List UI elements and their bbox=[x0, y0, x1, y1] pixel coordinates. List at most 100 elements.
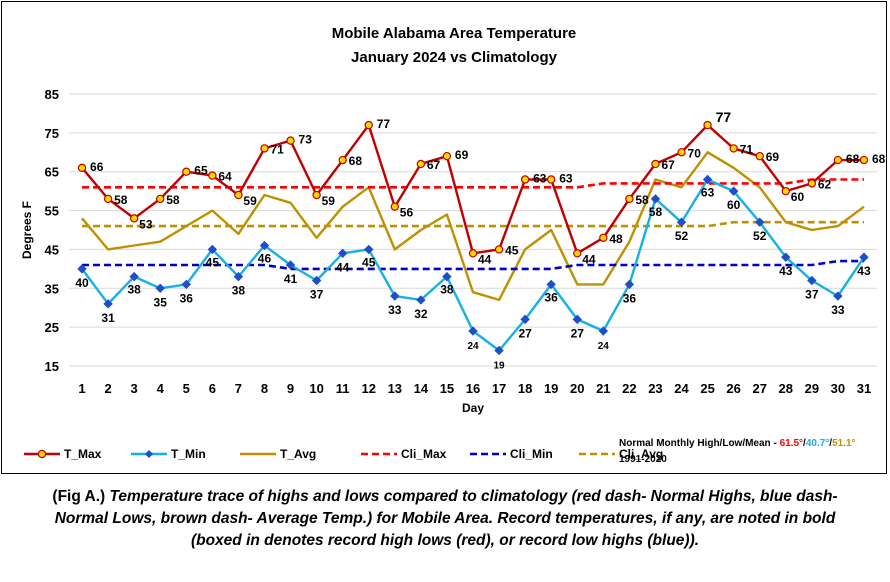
marker-tmax-day-27 bbox=[755, 151, 764, 161]
x-tick-labels: 1 2 3 4 5 6 7 8 9 10 11 12 13 14 15 16 17 18 19 20 21 22 23 24 2… bbox=[78, 381, 871, 396]
label-tmin-day-23: 58 bbox=[649, 205, 663, 219]
label-tmin-day-17: 19 bbox=[494, 360, 506, 371]
marker-tmin-day-18 bbox=[520, 314, 530, 325]
label-tmax-day-7: 59 bbox=[243, 194, 257, 208]
marker-tmax-day-15 bbox=[442, 151, 452, 161]
label-tmax-day-15: 69 bbox=[455, 148, 469, 162]
marker-tmax-day-4 bbox=[156, 194, 165, 204]
normals-note-sep2: / bbox=[829, 438, 832, 449]
marker-tmin-day-19 bbox=[546, 279, 556, 290]
label-tmin-day-28: 43 bbox=[779, 264, 793, 278]
label-tmax-day-16: 44 bbox=[478, 252, 492, 266]
label-tmin-day-27: 52 bbox=[753, 229, 767, 243]
label-tmax-day-2: 58 bbox=[114, 193, 128, 207]
label-tmax-day-30: 68 bbox=[846, 152, 860, 166]
marker-tmax-day-31 bbox=[859, 155, 869, 165]
label-tmax-day-6: 64 bbox=[218, 170, 232, 184]
label-tmin-day-21: 24 bbox=[598, 341, 610, 352]
marker-tmin-day-13 bbox=[390, 291, 400, 301]
x-tick-16: 16 bbox=[466, 381, 480, 396]
y-tick-45: 45 bbox=[45, 242, 59, 257]
label-tmax-day-1: 66 bbox=[90, 160, 104, 174]
marker-tmin-day-30 bbox=[833, 291, 843, 301]
marker-tmax-day-30 bbox=[833, 155, 843, 165]
normals-note-mean: 51.1° bbox=[832, 438, 855, 449]
marker-tmin-day-23 bbox=[650, 194, 661, 204]
label-tmin-day-2: 31 bbox=[101, 311, 115, 325]
normals-period: 1991-2020 bbox=[619, 454, 667, 465]
y-gridlines bbox=[69, 93, 877, 367]
legend: T_Max T_Min T_Avg Cli_Max Cli_Min Cli_Avg bbox=[24, 447, 663, 461]
label-tmax-day-27: 69 bbox=[766, 150, 780, 164]
label-tmin-day-14: 32 bbox=[414, 307, 428, 321]
legend-label-cli-max: Cli_Max bbox=[401, 447, 447, 461]
label-tmin-day-19: 36 bbox=[545, 290, 559, 304]
label-tmin-day-31: 43 bbox=[857, 264, 871, 278]
normals-note-high: 61.5° bbox=[780, 438, 803, 449]
label-tmax-day-22: 58 bbox=[635, 193, 649, 207]
figure-caption: (Fig A.) Temperature trace of highs and … bbox=[40, 486, 850, 552]
label-tmin-day-4: 35 bbox=[154, 295, 168, 309]
marker-tmax-day-19 bbox=[546, 175, 556, 184]
marker-tmin-day-15 bbox=[442, 271, 452, 282]
label-tmax-day-18: 63 bbox=[533, 171, 547, 185]
label-tmin-day-11: 44 bbox=[336, 260, 350, 274]
marker-tmin-day-31 bbox=[859, 252, 869, 262]
marker-tmin-day-27 bbox=[755, 217, 765, 227]
marker-tmin-day-28 bbox=[781, 252, 791, 262]
legend-label-t-max: T_Max bbox=[64, 447, 102, 461]
x-tick-25: 25 bbox=[700, 381, 714, 396]
marker-tmin-day-2 bbox=[103, 299, 113, 309]
marker-tmax-day-17 bbox=[494, 245, 504, 254]
label-tmin-day-20: 27 bbox=[571, 326, 585, 340]
label-tmax-day-11: 68 bbox=[349, 154, 363, 168]
marker-tmin-day-24 bbox=[676, 217, 687, 227]
x-tick-4: 4 bbox=[157, 381, 165, 396]
marker-tmin-day-17 bbox=[494, 345, 504, 356]
x-tick-31: 31 bbox=[857, 381, 871, 396]
label-tmax-day-9: 73 bbox=[299, 133, 313, 147]
marker-tmax-day-10 bbox=[312, 190, 321, 200]
label-tmax-day-3: 53 bbox=[139, 217, 153, 231]
marker-tmax-day-18 bbox=[520, 175, 530, 184]
normals-note: Normal Monthly High/Low/Mean - 61.5°/40.… bbox=[619, 438, 856, 449]
marker-tmax-day-1 bbox=[77, 163, 87, 173]
marker-tmin-day-14 bbox=[416, 295, 426, 305]
marker-tmax-day-28 bbox=[781, 186, 790, 196]
label-tmin-day-22: 36 bbox=[623, 291, 637, 305]
label-tmax-day-29: 62 bbox=[818, 177, 832, 191]
label-tmin-day-25: 63 bbox=[701, 185, 715, 199]
label-tmin-day-1: 40 bbox=[75, 276, 89, 290]
label-tmax-day-4: 58 bbox=[166, 193, 180, 207]
marker-tmin-day-6 bbox=[207, 244, 218, 255]
x-tick-13: 13 bbox=[388, 381, 402, 396]
x-tick-7: 7 bbox=[235, 381, 242, 396]
marker-tmin-day-22 bbox=[624, 279, 635, 290]
legend-label-t-avg: T_Avg bbox=[280, 447, 316, 461]
label-tmax-day-10: 59 bbox=[322, 194, 336, 208]
y-tick-85: 85 bbox=[45, 87, 59, 102]
label-tmax-day-28: 60 bbox=[791, 190, 805, 204]
label-tmin-day-10: 37 bbox=[310, 288, 324, 302]
marker-tmin-day-8 bbox=[259, 240, 270, 251]
label-tmin-day-15: 38 bbox=[440, 283, 454, 297]
marker-tmax-day-8 bbox=[260, 144, 269, 153]
label-tmax-day-25: 77 bbox=[716, 109, 732, 125]
marker-tmax-day-21 bbox=[599, 233, 608, 242]
label-tmin-day-7: 38 bbox=[232, 284, 246, 298]
label-tmin-day-9: 41 bbox=[284, 272, 298, 286]
chart-title-line1: Mobile Alabama Area Temperature bbox=[332, 25, 577, 42]
marker-tmin-day-25 bbox=[702, 174, 713, 185]
x-tick-20: 20 bbox=[570, 381, 584, 396]
y-tick-25: 25 bbox=[45, 320, 59, 335]
marker-tmin-day-12 bbox=[364, 244, 374, 255]
x-tick-14: 14 bbox=[414, 381, 429, 396]
x-tick-21: 21 bbox=[596, 381, 610, 396]
marker-tmax-day-13 bbox=[390, 202, 400, 211]
x-tick-26: 26 bbox=[726, 381, 740, 396]
label-tmax-day-14: 67 bbox=[427, 158, 441, 172]
marker-tmin-day-5 bbox=[181, 279, 191, 290]
label-tmax-day-20: 44 bbox=[582, 252, 596, 266]
marker-tmax-day-29 bbox=[807, 179, 817, 188]
label-tmin-day-30: 33 bbox=[831, 303, 845, 317]
